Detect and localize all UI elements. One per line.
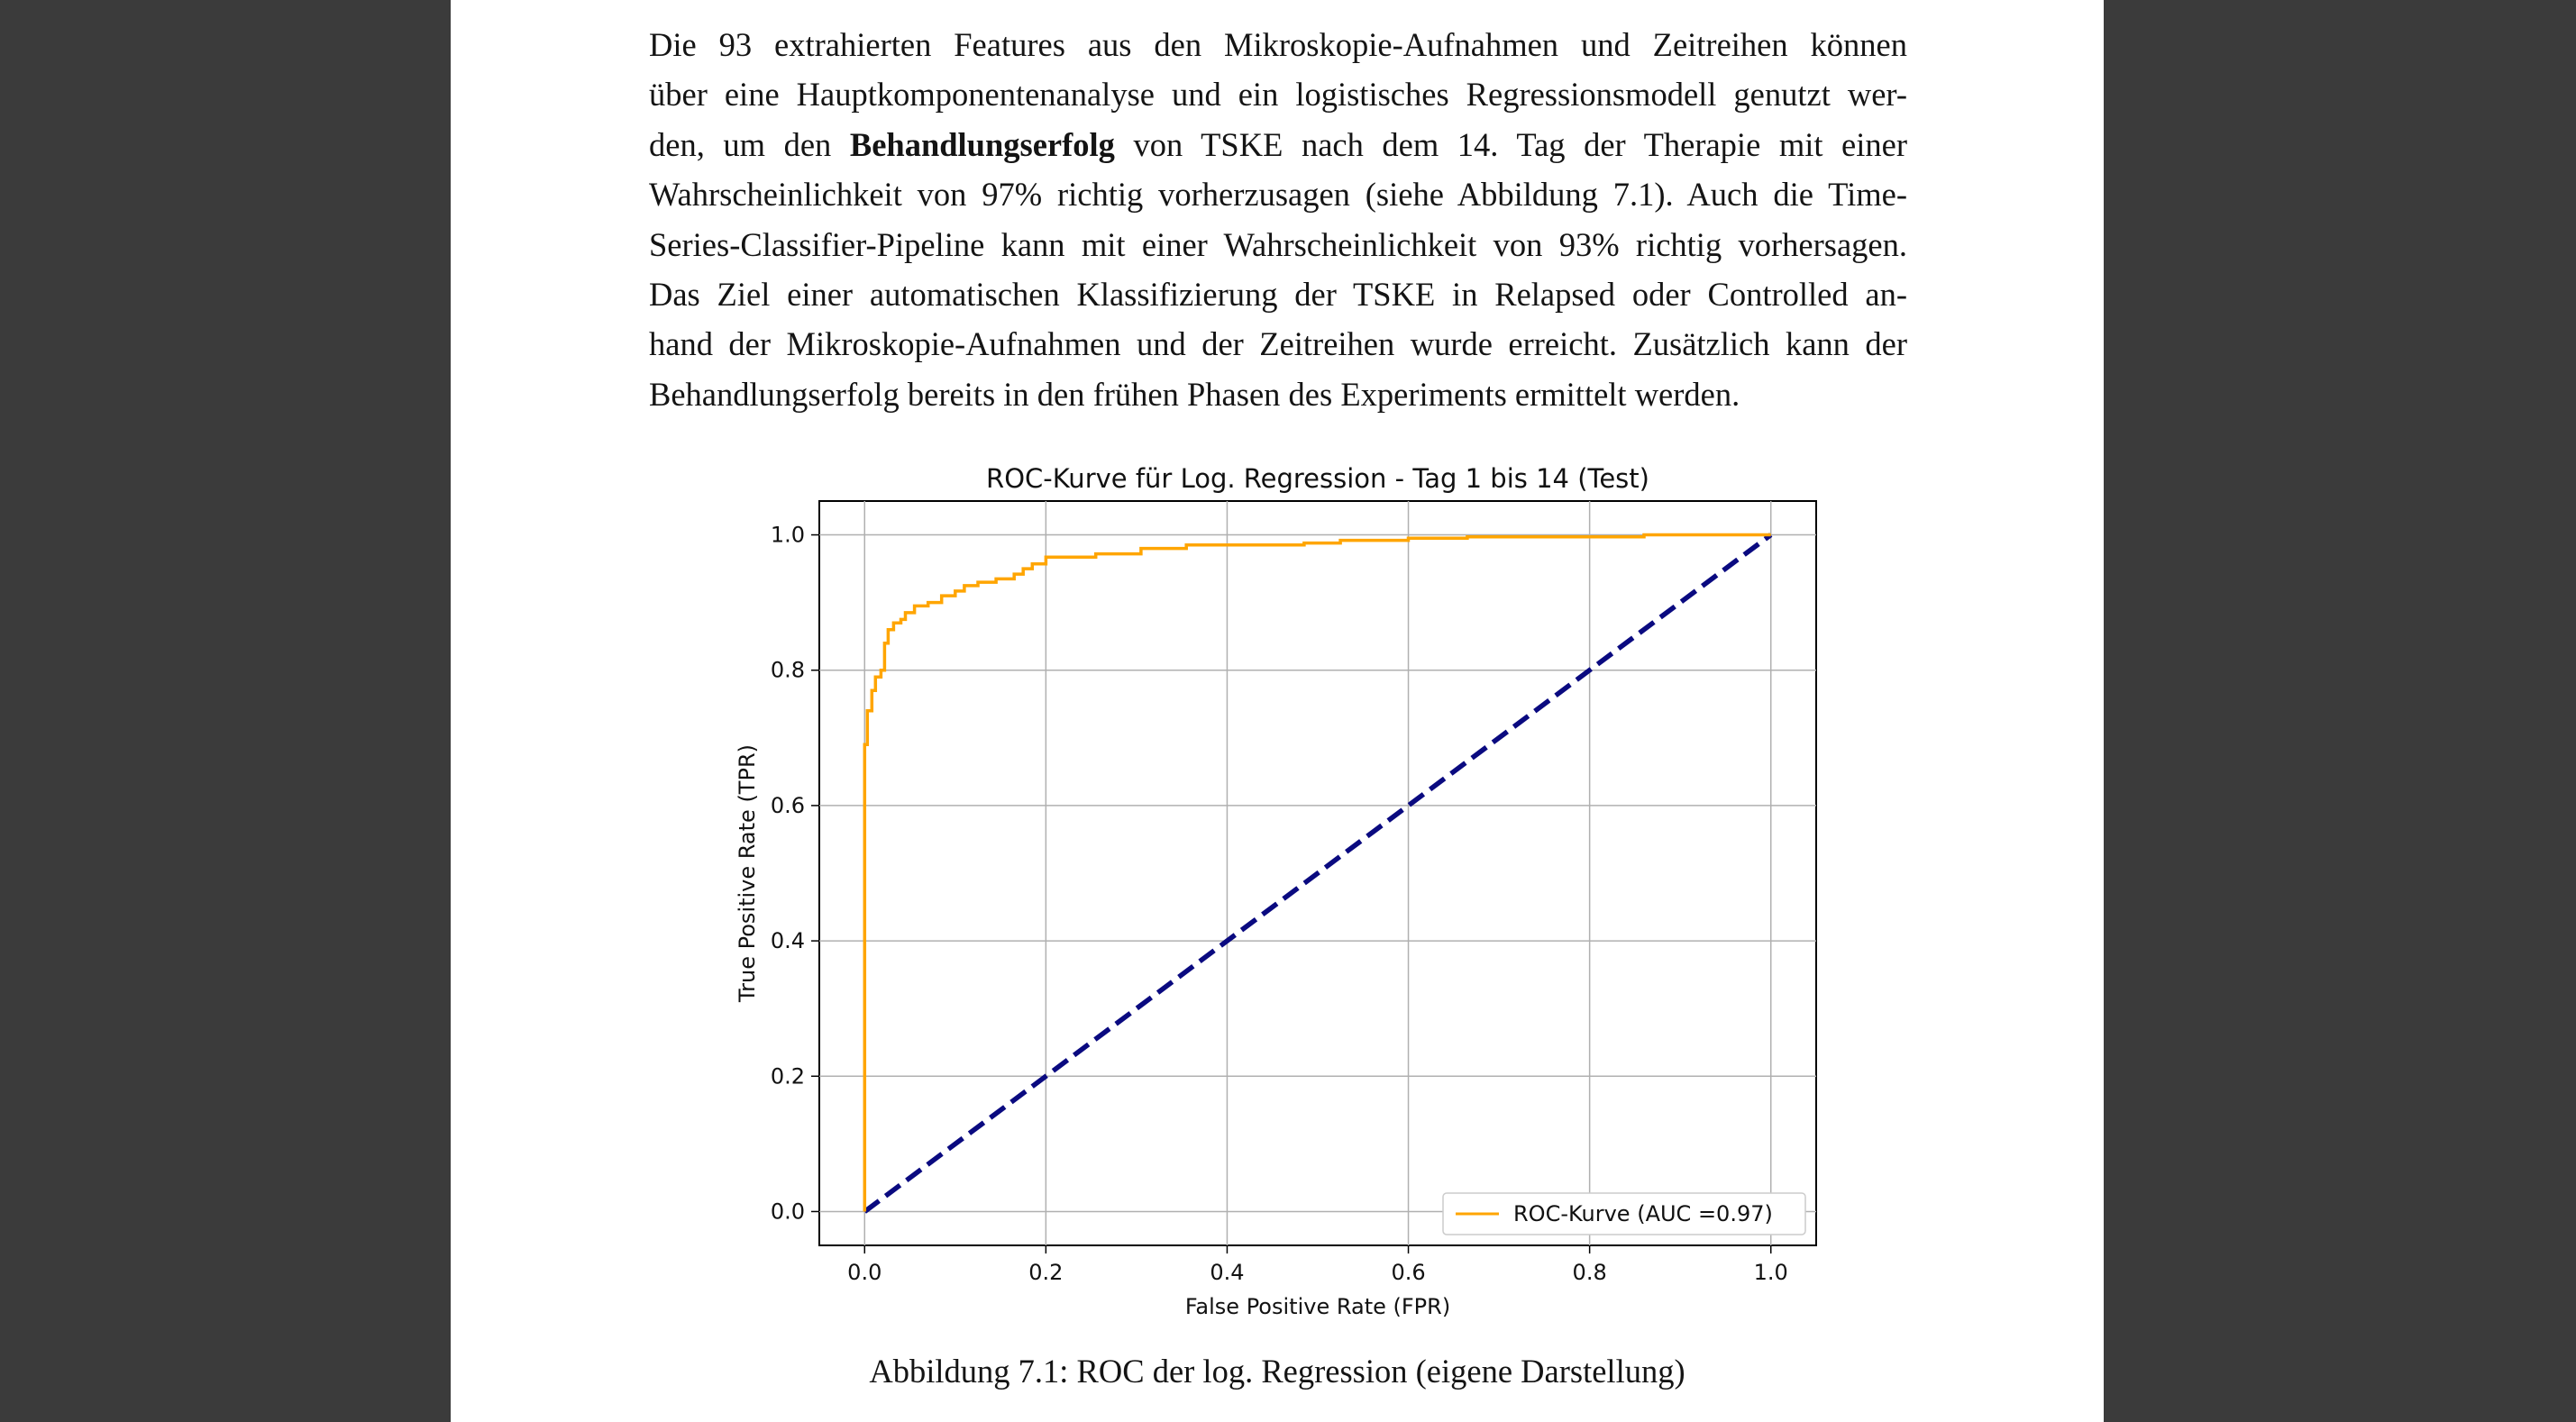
y-tick-label: 0.0 bbox=[771, 1199, 805, 1224]
bold-term: Behandlungserfolg bbox=[849, 125, 1115, 163]
paragraph-line: Behandlungserfolg bereits in den frühen … bbox=[649, 375, 1740, 413]
paragraph-line: Wahrscheinlichkeit von 97% richtig vorhe… bbox=[649, 176, 1907, 214]
body-paragraph: Die 93 extrahierten Features aus den Mik… bbox=[649, 20, 1907, 419]
x-tick-label: 0.2 bbox=[1028, 1260, 1063, 1285]
chance-line bbox=[863, 533, 1773, 1214]
legend-label: ROC-Kurve (AUC =0.97) bbox=[1513, 1201, 1773, 1226]
paragraph-line: den, um den Behandlungserfolg von TSKE n… bbox=[649, 120, 1907, 169]
x-tick-label: 0.8 bbox=[1573, 1260, 1607, 1285]
x-tick-label: 0.0 bbox=[847, 1260, 882, 1285]
chart-title: ROC-Kurve für Log. Regression - Tag 1 bi… bbox=[986, 463, 1649, 494]
y-axis-label: True Positive Rate (TPR) bbox=[735, 744, 760, 1003]
paragraph-line: Die 93 extrahierten Features aus den Mik… bbox=[649, 26, 1907, 63]
document-page: Die 93 extrahierten Features aus den Mik… bbox=[451, 0, 2104, 1422]
x-tick-label: 0.4 bbox=[1210, 1260, 1244, 1285]
x-axis-label: False Positive Rate (FPR) bbox=[1185, 1294, 1450, 1319]
paragraph-line: über eine Hauptkomponentenanalyse und ei… bbox=[649, 76, 1907, 114]
y-tick-label: 0.4 bbox=[771, 928, 805, 953]
legend-box bbox=[1442, 1192, 1806, 1235]
x-tick-label: 1.0 bbox=[1754, 1260, 1788, 1285]
y-tick-label: 1.0 bbox=[771, 523, 805, 548]
paragraph-text: von TSKE nach dem 14. Tag der Therapie m… bbox=[1114, 125, 1907, 163]
axis-ticks: 0.0 0.2 0.4 0.6 0.8 1.0 0.0 0.2 0.4 0.6 0.8 1.0 bbox=[771, 523, 1788, 1285]
y-tick-label: 0.2 bbox=[771, 1063, 805, 1089]
paragraph-line: hand der Mikroskopie-Aufnahmen und der Z… bbox=[649, 325, 1907, 363]
data-series bbox=[863, 533, 1773, 1214]
figure-caption: Abbildung 7.1: ROC der log. Regression (… bbox=[869, 1353, 1685, 1390]
x-tick-label: 0.6 bbox=[1391, 1260, 1425, 1285]
y-tick-label: 0.6 bbox=[771, 793, 805, 818]
legend: ROC-Kurve (AUC =0.97) bbox=[1442, 1192, 1806, 1235]
paragraph-line: Das Ziel einer automatischen Klassifizie… bbox=[649, 275, 1907, 313]
roc-chart: 0.0 0.2 0.4 0.6 0.8 1.0 0.0 0.2 0.4 0.6 0.8 1.0 ROC… bbox=[735, 463, 1817, 1319]
paragraph-line: Series-Classifier-Pipeline kann mit eine… bbox=[649, 225, 1907, 263]
roc-curve-line bbox=[863, 533, 1771, 1212]
paragraph-text: den, um den bbox=[649, 125, 850, 163]
y-tick-label: 0.8 bbox=[771, 658, 805, 683]
